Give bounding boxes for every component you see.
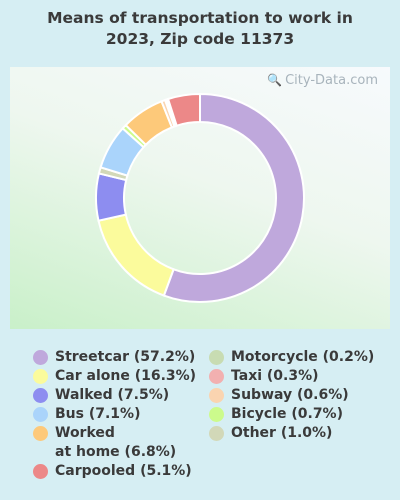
legend-label: Bicycle (0.7%)	[231, 405, 343, 424]
legend-label: Worked at home (6.8%)	[55, 424, 176, 462]
legend-label: Bus (7.1%)	[55, 405, 140, 424]
legend-swatch	[209, 369, 224, 384]
legend-label-line: at home (6.8%)	[55, 444, 177, 460]
legend-swatch	[209, 407, 224, 422]
legend-label: Streetcar (57.2%)	[55, 348, 195, 367]
legend-swatch	[209, 350, 224, 365]
legend-label: Other (1.0%)	[231, 424, 332, 443]
donut-slice-walked	[95, 172, 128, 222]
legend-label-line: Subway (0.6%)	[231, 387, 349, 403]
legend-label-line: Walked (7.5%)	[55, 387, 170, 403]
legend-label: Subway (0.6%)	[231, 386, 349, 405]
legend-label-line: Car alone (16.3%)	[55, 368, 197, 384]
legend-label: Car alone (16.3%)	[55, 367, 196, 386]
legend-swatch	[33, 388, 48, 403]
legend-swatch	[209, 388, 224, 403]
watermark-text: City-Data.com	[285, 73, 378, 88]
chart-title-line-2: 2023, Zip code 11373	[105, 30, 295, 48]
legend-label-line: Bicycle (0.7%)	[231, 406, 343, 422]
legend-label-line: Streetcar (57.2%)	[55, 349, 196, 365]
donut-slice-carpooled	[166, 92, 201, 127]
legend-label-line: Taxi (0.3%)	[231, 368, 319, 384]
legend-label: Motorcycle (0.2%)	[231, 348, 374, 367]
donut-slice-car-alone	[97, 213, 175, 297]
legend-swatch	[33, 464, 48, 479]
legend-item-bicycle: Bicycle (0.7%)	[209, 405, 343, 424]
legend-label-line: Worked	[55, 425, 115, 441]
legend-item-subway: Subway (0.6%)	[209, 386, 349, 405]
legend-label: Walked (7.5%)	[55, 386, 169, 405]
chart-title: Means of transportation to work in 2023,…	[0, 8, 400, 50]
legend: Streetcar (57.2%) Car alone (16.3%) Walked…	[0, 348, 400, 488]
legend-item-car-alone: Car alone (16.3%)	[33, 367, 196, 386]
legend-item-worked-at-home: Worked at home (6.8%)	[33, 424, 176, 462]
legend-swatch	[33, 426, 48, 441]
legend-item-other: Other (1.0%)	[209, 424, 332, 443]
legend-item-bus: Bus (7.1%)	[33, 405, 140, 424]
legend-label-line: Carpooled (5.1%)	[55, 463, 192, 479]
legend-label-line: Other (1.0%)	[231, 425, 333, 441]
legend-label-line: Bus (7.1%)	[55, 406, 141, 422]
legend-item-taxi: Taxi (0.3%)	[209, 367, 319, 386]
legend-label: Taxi (0.3%)	[231, 367, 319, 386]
search-icon: 🔍	[267, 73, 283, 87]
legend-label-line: Motorcycle (0.2%)	[231, 349, 375, 365]
watermark: 🔍 City-Data.com	[267, 73, 378, 88]
legend-swatch	[209, 426, 224, 441]
chart-panel: 🔍 City-Data.com	[10, 67, 390, 329]
chart-title-line-1: Means of transportation to work in	[47, 9, 353, 27]
legend-item-streetcar: Streetcar (57.2%)	[33, 348, 195, 367]
legend-swatch	[33, 369, 48, 384]
donut-chart	[95, 92, 305, 303]
legend-item-walked: Walked (7.5%)	[33, 386, 169, 405]
legend-label: Carpooled (5.1%)	[55, 462, 192, 481]
legend-item-carpooled: Carpooled (5.1%)	[33, 462, 192, 481]
donut-slice-streetcar	[162, 92, 305, 303]
legend-item-motorcycle: Motorcycle (0.2%)	[209, 348, 374, 367]
legend-swatch	[33, 350, 48, 365]
legend-swatch	[33, 407, 48, 422]
